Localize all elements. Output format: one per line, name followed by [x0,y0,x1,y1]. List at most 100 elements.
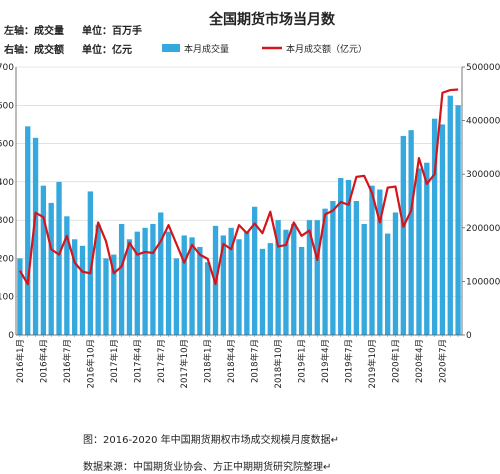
bar-volume [118,223,125,335]
bar-volume [48,202,54,335]
bar-volume [353,201,360,335]
bar-volume [400,135,406,335]
chart-area: 0 100 200 300 400 500 600 700 0 100000 200000 30000… [0,11,500,388]
y-left-tick-label: 400 [0,178,14,188]
right-axis-note: 右轴：成交额 [3,43,64,56]
x-tick-label: 2018年4月 [226,339,237,383]
x-tick-label: 2016年10月 [85,339,96,388]
bar-volume [228,227,234,335]
source-caption-text: 数据来源：中国期货业协会、方正中期期货研究院整理↵ [83,462,332,473]
bar-volume [439,124,446,335]
x-tick-label: 2019年7月 [344,339,355,383]
legend-bar-swatch [162,44,180,52]
bar-volume [142,227,148,335]
bar-volume [40,185,47,335]
bar-volume [181,235,187,335]
bar-volume [126,239,133,335]
bar-volume [95,224,101,335]
bar-volume [322,208,328,335]
x-tick-label: 2019年1月 [297,339,308,383]
bar-volume [267,243,273,335]
y-right-tick-label: 400000 [466,117,500,127]
y-left-tick-label: 0 [8,331,14,341]
bar-volume [361,223,367,335]
left-axis-unit: 单位：百万手 [82,24,142,37]
bar-volume [25,126,31,335]
x-tick-label: 2020年4月 [414,339,425,383]
bar-volume [447,95,453,335]
bar-volume [338,178,344,335]
bar-volume [150,223,156,335]
y-left-tick-label: 200 [0,254,14,264]
bar-volume [111,254,117,335]
x-tick-label: 2017年7月 [156,339,167,383]
bar-volume [134,231,140,335]
bar-volume [244,231,250,335]
bar-volume [64,216,70,335]
y-right-tick-label: 500000 [466,63,500,73]
bar-volume [298,246,305,335]
x-tick-label: 2019年10月 [367,339,378,388]
bar-volume [32,137,39,335]
x-tick-label: 2020年7月 [437,339,448,383]
bar-volume [424,162,430,335]
figure-caption-text: 图：2016-2020 年中国期货期权市场成交规模月度数据↵ [83,435,340,446]
x-tick-label: 2016年7月 [62,339,73,383]
bar-volume [330,201,336,335]
x-tick-label: 2017年10月 [179,339,190,388]
y-right-tick-label: 100000 [466,277,500,287]
x-tick-label: 2017年1月 [109,339,120,383]
bar-volume [291,223,297,335]
bar-volume [173,258,180,335]
bar-volume [306,220,313,335]
x-tick-label: 2018年7月 [250,339,261,383]
y-left-tick-label: 700 [0,63,14,73]
y-left-tick-label: 600 [0,101,14,111]
bar-volume [205,262,211,335]
y-left-tick-label: 500 [0,140,14,150]
y-right-tick-label: 0 [466,331,472,341]
x-tick-label: 2020年1月 [390,339,401,383]
bar-volume [369,185,375,335]
x-tick-label: 2017年4月 [132,339,143,383]
bar-volume [275,220,281,335]
bar-volume [17,258,23,335]
bar-volume [283,229,289,335]
bar-volume [392,212,399,335]
legend-bar-label: 本月成交量 [184,43,229,55]
x-tick-label: 2019年4月 [320,339,331,383]
bar-volume [314,220,320,335]
bar-volume [259,248,266,335]
y-right-tick-label: 200000 [466,224,500,234]
y-left-tick-label: 300 [0,216,14,226]
bar-volume [165,231,172,335]
bar-volume [251,206,258,335]
bar-volume [197,246,203,335]
bar-volume [103,258,109,335]
bar-volume [416,168,422,335]
y-right-tick-label: 300000 [466,170,500,180]
legend-line-label: 本月成交额（亿元） [286,43,367,55]
bar-volume [377,189,383,335]
bar-volume [345,179,352,335]
x-tick-label: 2016年4月 [38,339,49,383]
bar-volume [385,233,391,335]
left-axis-note: 左轴：成交量 [3,24,64,37]
x-tick-label: 2018年1月 [203,339,214,383]
bar-volume [455,105,461,336]
chart-svg: 0 100 200 300 400 500 600 700 0 100000 200000 30000… [0,11,500,388]
right-axis-unit: 单位：亿元 [82,43,132,56]
chart-title: 全国期货市场当月数 [208,11,336,28]
bar-volume [56,181,62,335]
bar-volume [236,239,242,335]
bar-volume [72,239,78,335]
x-tick-label: 2016年1月 [15,339,26,383]
bar-volume [431,118,438,335]
bar-volume [408,130,414,335]
bar-volume [79,245,86,335]
bar-volume [158,212,164,335]
bar-volume [189,237,195,335]
x-tick-label: 2018年10月 [273,339,284,388]
bar-volume [87,191,93,335]
bar-volume [220,235,227,335]
